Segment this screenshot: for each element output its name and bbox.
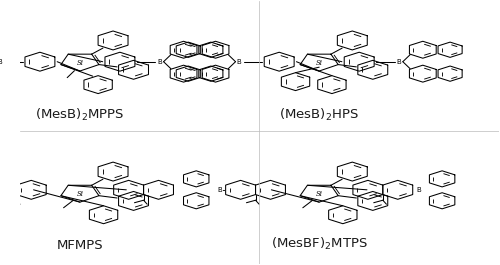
- Text: Si: Si: [316, 59, 322, 67]
- Text: (MesBF)$_2$MTPS: (MesBF)$_2$MTPS: [270, 236, 368, 252]
- Text: Si: Si: [76, 190, 84, 198]
- Text: B: B: [218, 187, 222, 193]
- Text: B: B: [416, 187, 421, 193]
- Text: Si: Si: [76, 59, 84, 67]
- Text: B: B: [237, 59, 242, 65]
- Text: MFMPS: MFMPS: [56, 239, 103, 252]
- Text: B: B: [0, 59, 2, 65]
- Text: B: B: [397, 59, 402, 65]
- Text: Si: Si: [316, 190, 322, 198]
- Text: (MesB)$_2$HPS: (MesB)$_2$HPS: [279, 107, 359, 123]
- Text: (MesB)$_2$MPPS: (MesB)$_2$MPPS: [36, 107, 124, 123]
- Text: B: B: [158, 59, 162, 65]
